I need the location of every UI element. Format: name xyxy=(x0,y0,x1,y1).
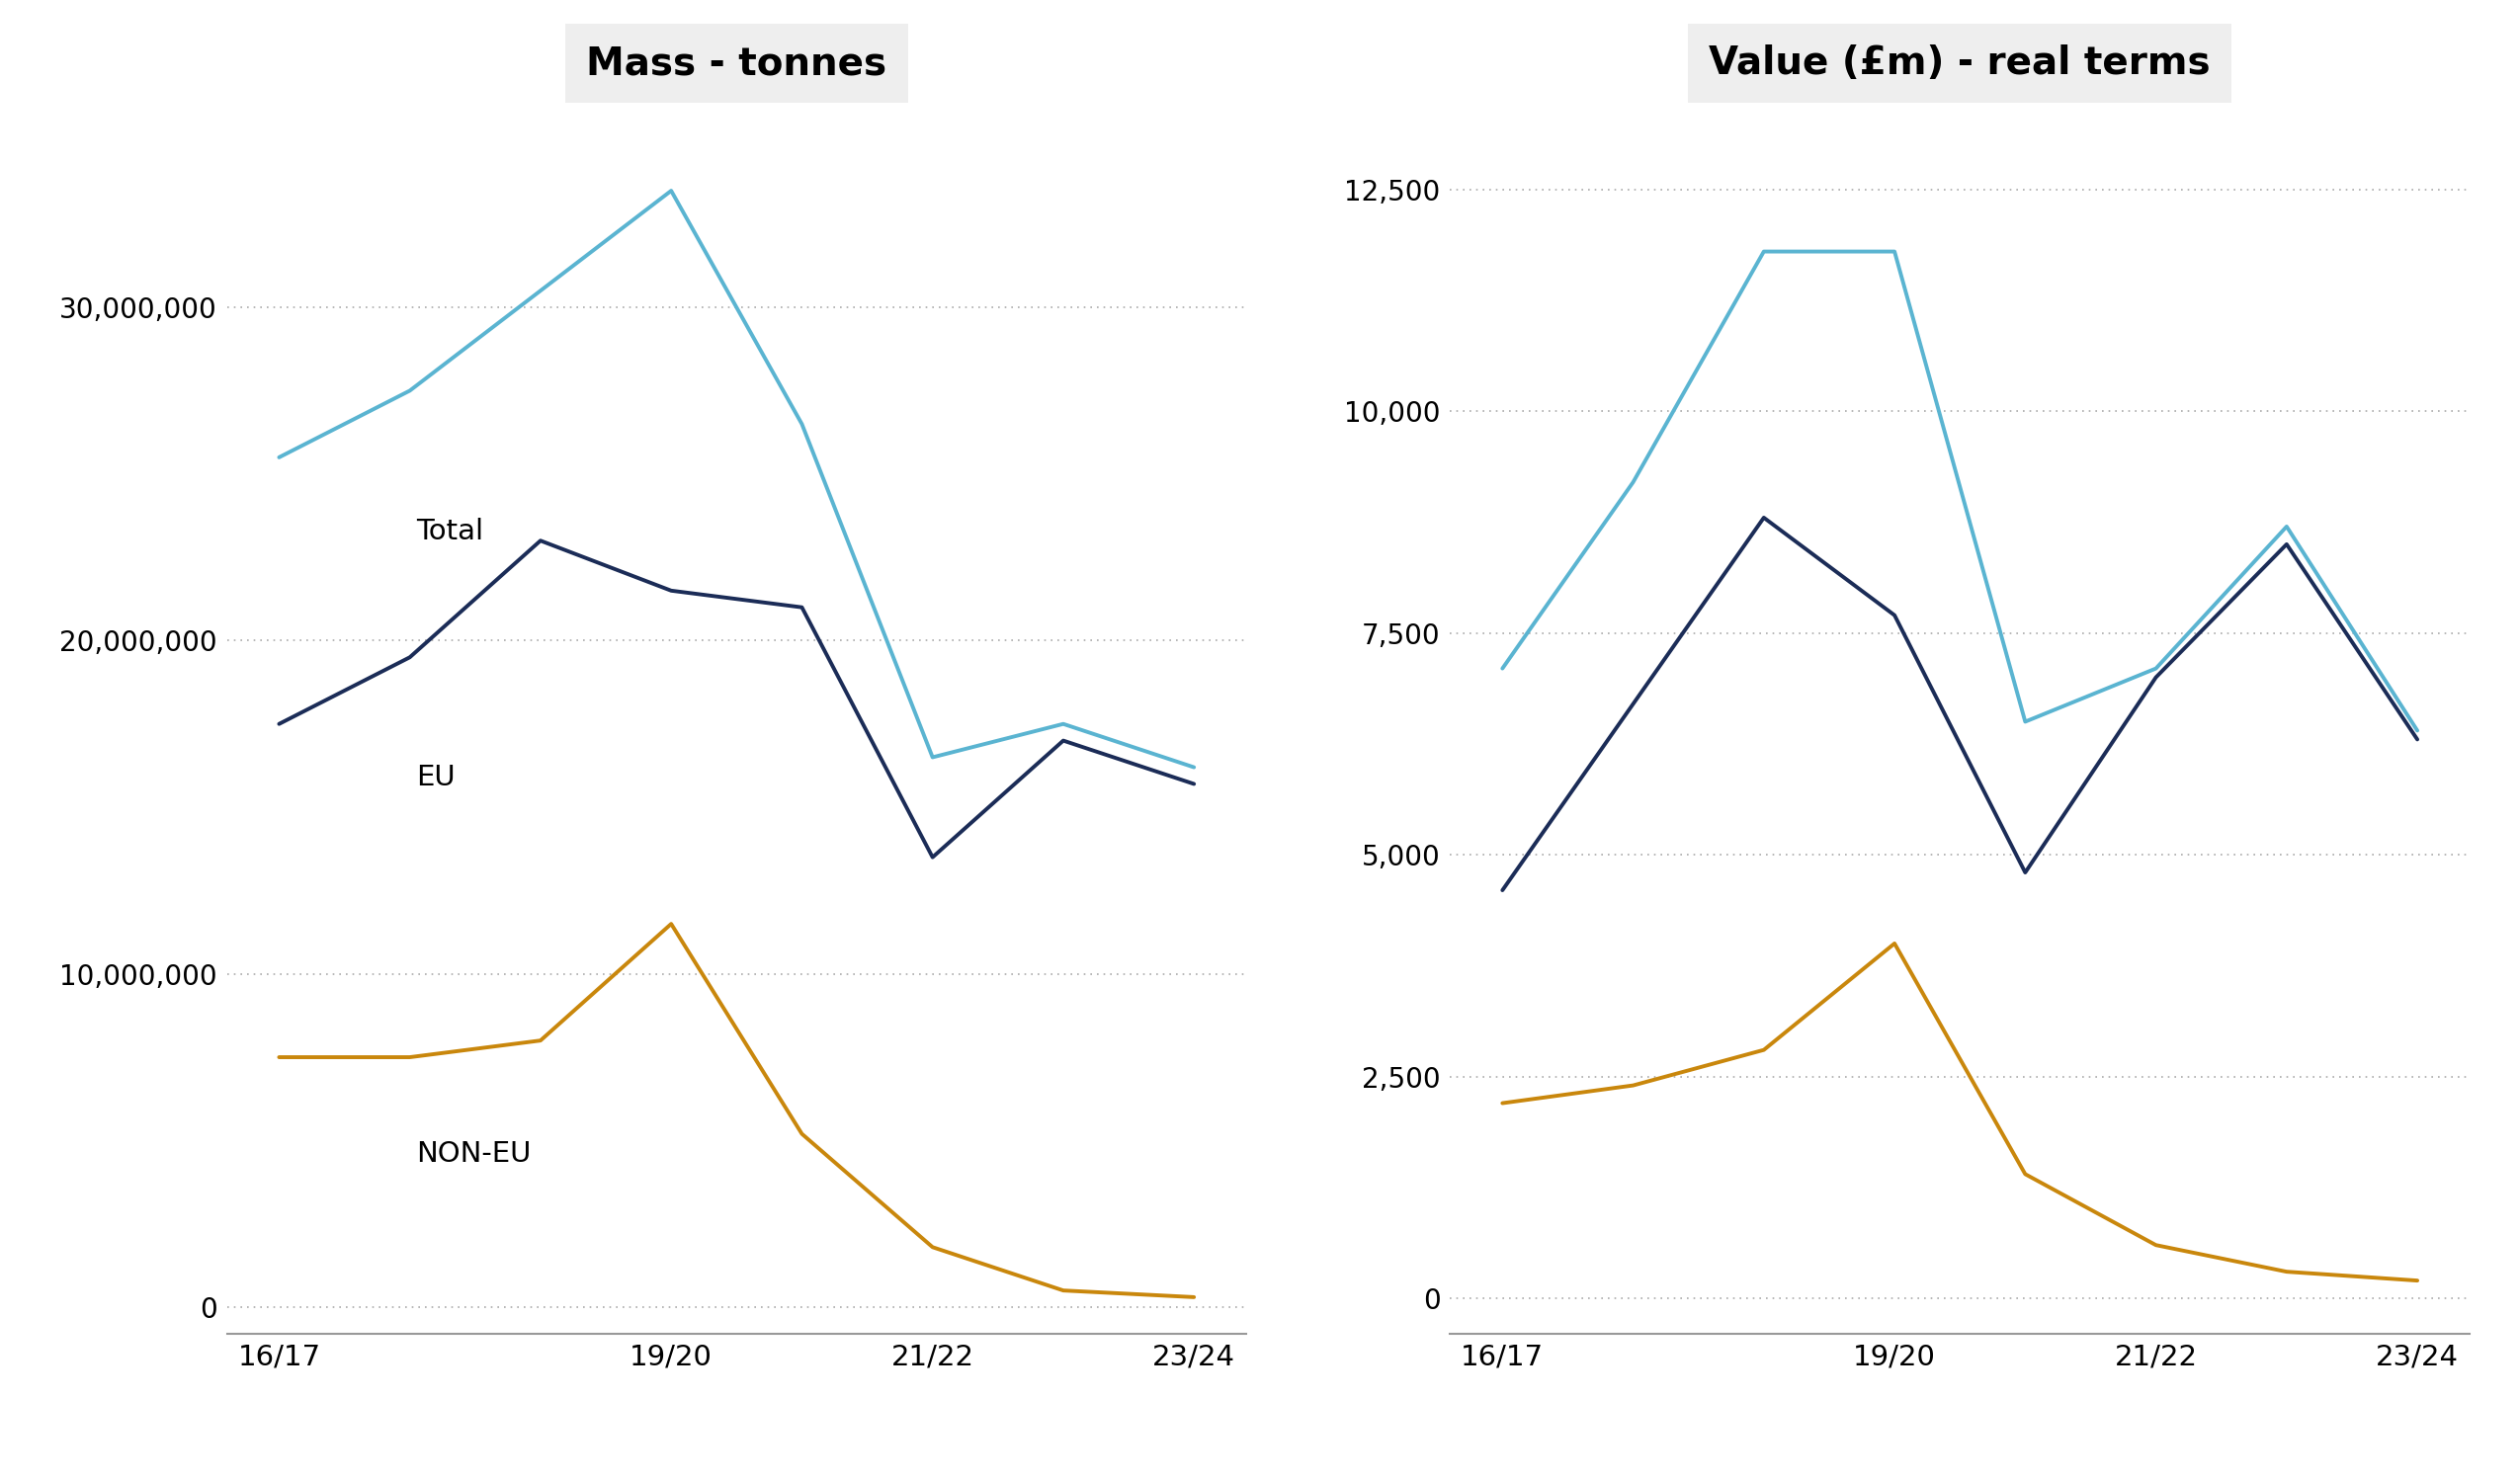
Text: EU: EU xyxy=(416,763,456,791)
Title: Value (£m) - real terms: Value (£m) - real terms xyxy=(1709,44,2210,82)
Text: Total: Total xyxy=(416,517,484,545)
Text: NON-EU: NON-EU xyxy=(416,1141,532,1168)
Title: Mass - tonnes: Mass - tonnes xyxy=(587,44,887,82)
